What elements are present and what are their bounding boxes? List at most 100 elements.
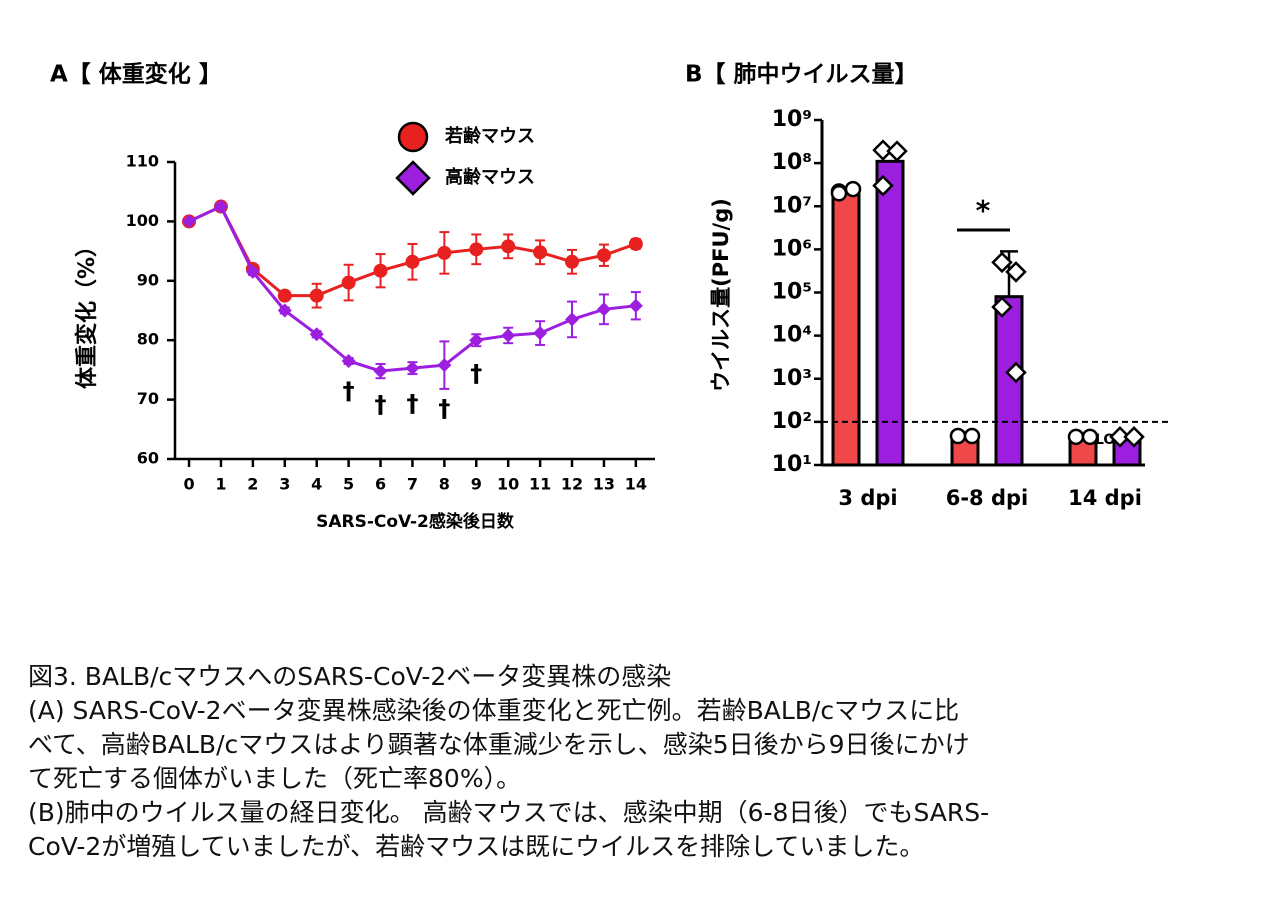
chart-title: B【 肺中ウイルス量】 <box>685 62 918 88</box>
bar <box>831 191 861 467</box>
marker <box>373 263 388 278</box>
y-tick-label: 70 <box>137 389 159 408</box>
marker <box>437 358 452 373</box>
x-tick-label: 1 <box>215 475 226 494</box>
x-tick-label: 0 <box>183 475 194 494</box>
y-tick-label: 10² <box>772 409 812 434</box>
caption-line: CoV-2が増殖していましたが、若齢マウスは既にウイルスを排除していました。 <box>28 832 925 861</box>
x-tick-label: 7 <box>407 475 418 494</box>
marker <box>1123 426 1145 448</box>
x-tick-label: 3 dpi <box>838 486 897 510</box>
marker <box>872 174 894 197</box>
y-tick-label: 10⁷ <box>772 193 812 218</box>
marker <box>373 364 388 379</box>
marker <box>405 254 420 269</box>
x-tick-label: 11 <box>529 475 551 494</box>
chart-title: A【 体重変化 】 <box>50 61 222 88</box>
x-tick-label: 2 <box>247 475 258 494</box>
marker <box>501 328 516 343</box>
caption-title: 図3. BALB/cマウスへのSARS-CoV-2ベータ変異株の感染 <box>28 662 672 691</box>
marker <box>830 185 848 202</box>
marker <box>341 275 356 290</box>
marker <box>182 214 197 229</box>
caption: 図3. BALB/cマウスへのSARS-CoV-2ベータ変異株の感染 (A) S… <box>28 660 1268 864</box>
x-tick-label: 5 <box>343 475 354 494</box>
y-tick-label: 10⁶ <box>772 236 812 261</box>
marker <box>341 353 356 368</box>
y-tick-label: 80 <box>137 330 159 349</box>
marker <box>1005 361 1027 384</box>
x-tick-label: 13 <box>593 475 615 494</box>
marker <box>596 302 611 317</box>
significance-label: * <box>976 194 991 227</box>
marker <box>213 199 228 214</box>
y-axis-label: ウイルス量(PFU/g) <box>709 198 733 392</box>
marker <box>469 333 484 348</box>
x-tick-label: 14 dpi <box>1068 486 1142 510</box>
y-tick-label: 10⁴ <box>772 323 812 348</box>
x-tick-label: 14 <box>625 475 647 494</box>
x-tick-label: 6-8 dpi <box>946 486 1029 510</box>
annotation: † <box>470 360 482 388</box>
x-tick-label: 6 <box>375 475 386 494</box>
y-tick-label: 110 <box>126 152 159 171</box>
marker <box>628 236 643 251</box>
marker <box>309 288 324 303</box>
y-tick-label: 90 <box>137 270 159 289</box>
marker <box>395 160 431 196</box>
annotation: † <box>406 389 418 417</box>
marker <box>397 121 429 153</box>
caption-line: (B)肺中のウイルス量の経日変化。 高齢マウスでは、感染中期（6-8日後）でもS… <box>28 798 990 827</box>
marker <box>469 242 484 257</box>
annotation: † <box>375 391 387 419</box>
y-tick-label: 10³ <box>772 366 812 391</box>
marker <box>1081 428 1099 446</box>
marker <box>309 327 324 342</box>
marker <box>437 245 452 260</box>
y-tick-label: 60 <box>137 449 159 468</box>
annotation: † <box>438 395 450 423</box>
marker <box>886 140 908 162</box>
annotation: † <box>343 377 355 405</box>
caption-line: べて、高齢BALB/cマウスはより顕著な体重減少を示し、感染5日後から9日後にか… <box>28 730 970 759</box>
marker <box>963 427 981 445</box>
y-axis-label: 体重変化（%） <box>74 235 100 389</box>
marker <box>1067 428 1085 446</box>
y-tick-label: 10⁹ <box>772 107 812 132</box>
marker <box>565 312 580 327</box>
marker <box>533 326 548 341</box>
marker <box>949 427 967 445</box>
series-line <box>188 204 637 373</box>
marker <box>628 298 643 313</box>
marker <box>991 251 1013 274</box>
x-tick-label: 12 <box>561 475 583 494</box>
marker <box>533 245 548 260</box>
y-tick-label: 10⁸ <box>772 150 812 175</box>
x-tick-label: 8 <box>439 475 450 494</box>
x-tick-label: 4 <box>311 475 322 494</box>
marker <box>596 248 611 263</box>
marker <box>277 288 292 303</box>
x-tick-label: 3 <box>279 475 290 494</box>
caption-line: (A) SARS-CoV-2ベータ変異株感染後の体重変化と死亡例。若齢BALB/… <box>28 696 960 725</box>
marker <box>501 239 516 254</box>
marker <box>844 180 862 198</box>
marker <box>565 254 580 269</box>
marker <box>1005 261 1027 283</box>
y-tick-label: 10⁵ <box>772 280 812 305</box>
legend-label: 若齢マウス <box>444 125 535 147</box>
marker <box>245 264 260 279</box>
legend-label: 高齢マウス <box>445 166 535 188</box>
caption-line: て死亡する個体がいました（死亡率80%）。 <box>28 764 522 793</box>
x-tick-label: 9 <box>471 475 482 494</box>
marker <box>991 296 1013 318</box>
x-axis-label: SARS-CoV-2感染後日数 <box>316 511 515 532</box>
marker <box>1109 426 1131 448</box>
marker <box>277 303 292 318</box>
marker <box>872 139 894 161</box>
marker <box>405 361 420 376</box>
x-tick-label: 10 <box>497 475 519 494</box>
y-tick-label: 10¹ <box>772 452 812 477</box>
bar <box>875 159 905 467</box>
